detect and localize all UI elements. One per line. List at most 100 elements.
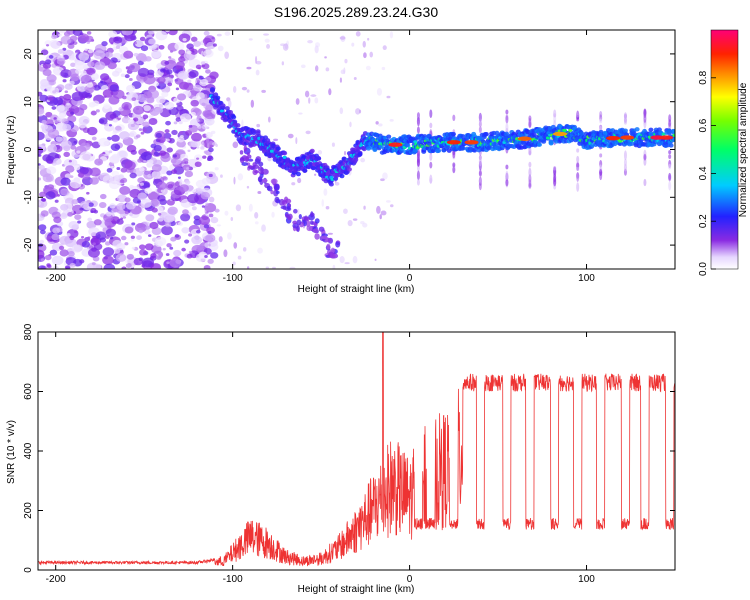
spectrogram-cell [131,246,136,250]
spectrogram-cell [39,239,45,244]
spectrogram-cell [121,266,127,269]
spectrogram-cell [201,177,211,185]
spectrogram-cell [282,43,289,51]
spectrogram-cell [210,216,219,224]
spectrogram-cell [103,95,107,98]
spectrogram-cell [131,222,136,226]
spectrogram-cell [254,170,260,174]
spectrogram-cell [380,210,387,216]
spectrogram-cell [62,123,72,132]
spectrogram-cell [343,67,346,75]
spectrogram-cell [416,153,420,163]
spectrogram-cell [53,158,62,165]
spectrogram-cell [203,30,210,36]
spectrogram-cell [109,203,116,209]
spectrogram-cell [60,177,71,186]
spectrogram-cell [59,95,64,100]
spectrogram-cell [536,142,542,147]
spectrogram-cell [67,251,75,257]
spectrogram-cell [318,226,325,232]
spectrogram-cell [176,93,187,101]
spectrogram-cell [257,190,262,194]
spectrogram-cell [129,132,135,137]
spectrogram-cell [45,111,53,118]
spectrogram-cell [232,261,236,266]
spectrogram-cell [505,122,509,133]
spectrogram-cell [133,257,143,266]
spectrogram-cell [47,144,58,153]
spectrogram-cell [460,134,466,139]
spectrogram-cell [251,129,257,134]
spectrogram-cell [617,141,623,147]
spectrogram-y-tick-label: -10 [23,190,34,205]
spectrogram-cell [112,118,119,123]
spectrogram-cell [450,131,456,137]
spectrogram-cell [79,259,85,264]
spectrogram-cell [117,194,127,203]
spectrogram-cell [88,202,94,207]
spectrogram-cell [120,235,127,241]
spectrogram-cell [478,113,482,122]
spectrogram-cell [38,146,44,155]
spectrogram-cell [165,120,171,126]
spectrogram-cell [246,152,250,156]
spectrogram-cell [205,234,216,243]
spectrogram-cell [382,45,387,51]
spectrogram-cell [203,93,208,100]
spectrogram-x-tick-label: 100 [578,273,595,284]
spectrogram-cell [75,69,81,74]
spectrogram-cell [71,244,83,253]
spectrogram-cell [273,138,279,142]
spectrogram-cell [269,149,274,153]
spectrogram-cell [623,150,627,161]
spectrogram-cell [68,235,75,241]
spectrogram-cell [208,243,211,247]
spectrogram-cell [203,150,208,154]
spectrogram-cell [216,33,222,37]
spectrogram-cell [91,141,101,149]
spectrogram-cell [166,243,172,248]
spectrogram-cell [310,212,315,217]
colorbar-gradient [711,30,738,269]
spectrogram-cell [38,177,42,181]
spectrogram-cell [38,107,45,115]
spectrogram-cell [77,33,90,43]
spectrogram-cell [214,167,219,171]
spectrogram-cell [541,139,547,144]
spectrogram-cell [429,109,433,119]
spectrogram-cell [203,224,210,229]
spectrogram-cell [568,128,573,133]
spectrogram-cell [186,50,192,55]
spectrogram-cell [108,81,113,84]
spectrogram-cell [68,220,79,230]
spectrogram-cell [67,43,75,49]
spectrogram-cell [193,84,202,92]
spectrogram-cell [351,42,355,47]
spectrogram-cell [49,87,60,95]
spectrogram-cell [182,38,187,42]
spectrogram-cell [307,40,313,44]
spectrogram-cell [517,136,532,141]
spectrogram-cell [332,264,336,269]
spectrogram-cell [47,128,60,139]
spectrogram-cell [210,252,219,259]
spectrogram-heatmap [38,30,675,269]
spectrogram-cell [160,153,171,163]
spectrogram-cell [200,191,211,200]
spectrogram-cell [94,158,104,166]
spectrogram-cell [659,135,674,140]
spectrogram-cell [325,67,330,72]
spectrogram-cell [282,150,288,156]
spectrogram-cell [156,181,167,190]
spectrogram-cell [413,140,418,144]
spectrogram-cell [271,211,275,218]
spectrogram-x-tick-label: -100 [223,273,243,284]
spectrogram-cell [643,178,647,187]
spectrogram-cell [629,141,635,146]
spectrogram-cell [328,88,332,96]
spectrogram-cell [62,47,67,51]
spectrogram-cell [143,159,147,163]
spectrogram-cell [200,61,206,65]
spectrogram-cell [95,231,107,241]
